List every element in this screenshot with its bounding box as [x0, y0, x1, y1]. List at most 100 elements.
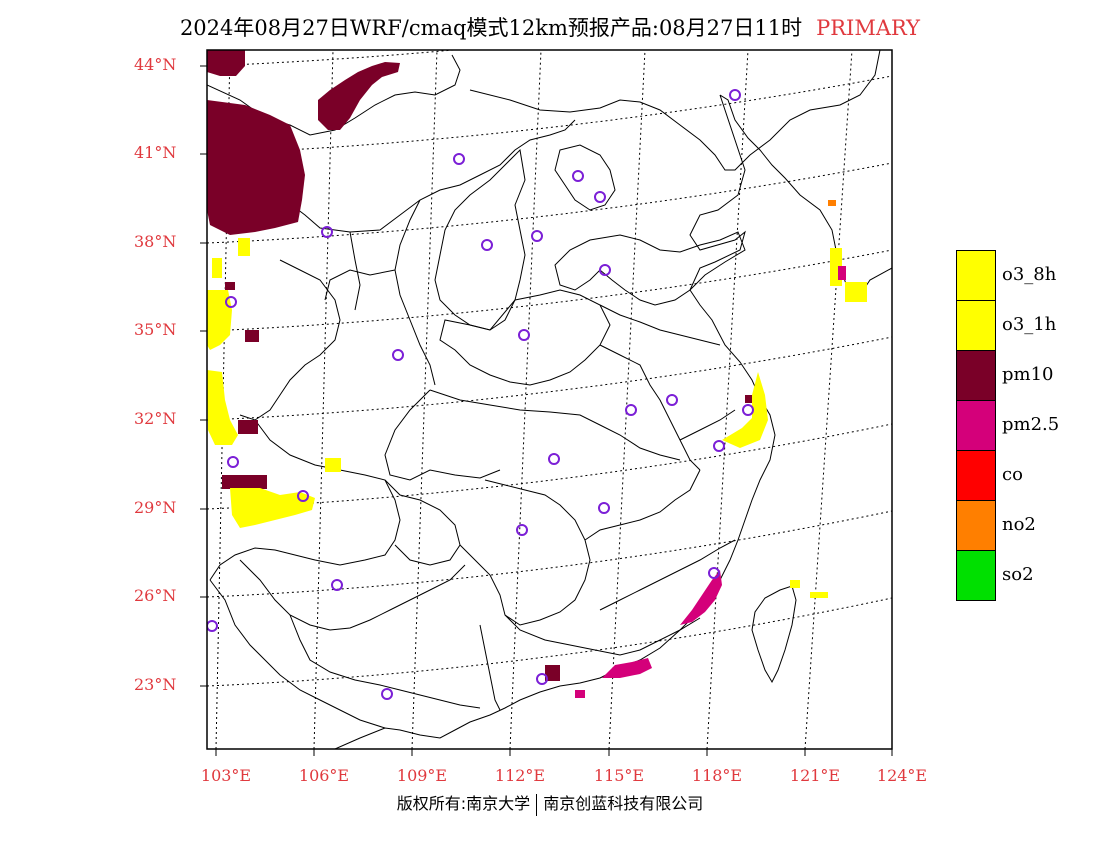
legend-label: no2 — [1002, 514, 1036, 535]
meridian-103e — [215, 50, 231, 749]
title-main: 2024年08月27日WRF/cmaq模式12km预报产品:08月27日11时 — [179, 16, 803, 40]
pm10-patch-4 — [225, 282, 235, 290]
border-chongqing — [384, 479, 461, 566]
legend-item-pm10: pm10 — [956, 350, 1086, 400]
legend-item-no2: no2 — [956, 500, 1086, 550]
parallel-38n — [207, 162, 892, 244]
no2-patch-1 — [828, 200, 836, 206]
parallel-32n — [207, 336, 892, 421]
lon-label-118: 118°E — [691, 766, 743, 785]
title-tag: PRIMARY — [816, 16, 921, 40]
o3-patch-2 — [212, 258, 222, 278]
meridian-106e — [313, 50, 334, 749]
lon-label-124: 124°E — [876, 766, 928, 785]
legend-label: co — [1002, 464, 1023, 485]
lat-label-41: 41°N — [134, 143, 177, 162]
o3-region-west-2 — [207, 370, 238, 445]
border-bj-hebei — [554, 144, 616, 211]
boundaries — [207, 50, 892, 749]
legend-swatch — [956, 450, 996, 500]
pm10-region-mongolia — [318, 62, 400, 130]
border-gansu-ningxia — [239, 231, 361, 421]
o3-patch-1 — [238, 238, 250, 256]
taiwan-coast — [751, 585, 797, 684]
o3-patch-bohai-2 — [845, 282, 867, 302]
legend-label: pm2.5 — [1002, 414, 1060, 435]
border-jiangsu-anhui — [599, 304, 736, 471]
map-title: 2024年08月27日WRF/cmaq模式12km预报产品:08月27日11时 P… — [0, 12, 1100, 42]
legend-item-o3-1h: o3_1h — [956, 300, 1086, 350]
lat-label-23: 23°N — [134, 675, 177, 694]
footer-divider — [536, 793, 538, 816]
parallel-41n — [207, 75, 892, 155]
border-hunan — [459, 479, 591, 626]
o3-patch-3 — [790, 580, 800, 588]
o3-region-sw — [230, 488, 315, 528]
meridian-112e — [509, 50, 542, 749]
city-stations — [207, 89, 754, 700]
parallel-26n — [207, 510, 892, 598]
parallel-35n — [207, 249, 892, 332]
border-shanxi — [434, 148, 526, 331]
meridian-109e — [411, 50, 438, 749]
legend-label: pm10 — [1002, 364, 1054, 385]
graticule — [207, 50, 892, 749]
border-sichuan — [209, 419, 401, 581]
o3-region-west — [207, 290, 232, 350]
lon-label-103: 103°E — [200, 766, 252, 785]
lon-label-112: 112°E — [494, 766, 546, 785]
map-frame — [206, 49, 893, 750]
border-guizhou — [239, 559, 466, 631]
pm10-patch-1 — [245, 330, 259, 342]
pm10-region-top — [207, 50, 245, 76]
axis-tick-marks — [200, 65, 893, 756]
pm25-region-guangdong — [602, 658, 652, 678]
border-henan — [439, 289, 611, 386]
meridian-118e — [706, 50, 749, 749]
pm10-patch-3 — [238, 420, 258, 434]
legend-swatch — [956, 550, 996, 601]
pollutant-legend: o3_8h o3_1h pm10 pm2.5 co no2 so2 — [956, 250, 1086, 601]
lat-label-35: 35°N — [134, 320, 177, 339]
border-shaanxi — [324, 199, 436, 386]
lat-label-26: 26°N — [134, 586, 177, 605]
lon-label-121: 121°E — [789, 766, 841, 785]
legend-item-o3-8h: o3_8h — [956, 250, 1086, 300]
pm10-region-nw — [207, 100, 305, 235]
lat-label-44: 44°N — [134, 55, 177, 74]
border-hubei — [384, 389, 681, 481]
pm25-region-fujian — [680, 570, 722, 625]
legend-item-pm25: pm2.5 — [956, 400, 1086, 450]
legend-swatch — [956, 250, 996, 300]
map-content — [207, 50, 892, 749]
legend-label: so2 — [1002, 564, 1034, 585]
province-border-ne — [469, 50, 881, 171]
footer-company: 南京创蓝科技有限公司 — [543, 794, 704, 813]
pm10-patch-5 — [545, 665, 560, 681]
lat-label-32: 32°N — [134, 409, 177, 428]
meridian-124e — [891, 713, 892, 720]
border-guangdong — [504, 614, 701, 656]
meridian-121e — [804, 50, 853, 749]
pm25-patch-1 — [575, 690, 585, 698]
lon-label-106: 106°E — [298, 766, 350, 785]
pm25-patch-bohai — [838, 266, 846, 280]
meridian-115e — [608, 50, 646, 749]
legend-label: o3_1h — [1002, 314, 1057, 335]
legend-swatch — [956, 300, 996, 350]
border-guangxi — [289, 614, 501, 711]
border-jiangxi — [584, 469, 736, 611]
legend-item-so2: so2 — [956, 550, 1086, 601]
border-yunnan — [209, 579, 386, 729]
legend-swatch — [956, 500, 996, 550]
copyright-footer: 版权所有:南京大学 南京创蓝科技有限公司 — [0, 790, 1100, 816]
legend-label: o3_8h — [1002, 264, 1057, 285]
legend-swatch — [956, 400, 996, 450]
province-border-inner-mongolia — [229, 119, 576, 233]
o3-patch-5 — [325, 458, 341, 472]
legend-item-co: co — [956, 450, 1086, 500]
pm10-patch-6 — [745, 395, 753, 403]
lat-label-38: 38°N — [134, 232, 177, 251]
